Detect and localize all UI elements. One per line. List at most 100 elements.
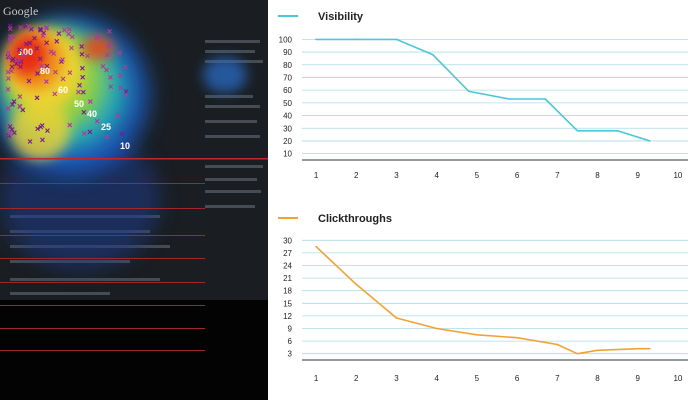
fixation-marker (87, 129, 93, 135)
x-tick-label: 1 (314, 171, 319, 180)
fixation-marker (35, 71, 40, 76)
fixation-marker (20, 53, 26, 59)
data-point (576, 352, 579, 355)
fixation-marker (38, 124, 44, 130)
data-point (355, 283, 358, 286)
fixation-marker (52, 91, 58, 97)
fixation-marker (54, 38, 60, 44)
fixation-marker (48, 49, 54, 55)
fixation-marker (11, 99, 17, 104)
y-tick-label: 27 (283, 249, 292, 258)
fixation-marker (94, 35, 100, 41)
fixation-marker (43, 25, 49, 31)
fixation-marker (94, 34, 100, 40)
fixation-marker (18, 25, 23, 30)
y-tick-label: 6 (288, 337, 293, 346)
x-tick-label: 8 (595, 171, 600, 180)
fixation-marker (35, 126, 41, 132)
fixation-marker (108, 74, 113, 80)
fixation-marker (6, 76, 11, 81)
fixation-marker (87, 99, 93, 104)
data-point (636, 347, 639, 350)
fixation-marker (5, 69, 11, 75)
data-point (649, 140, 651, 142)
fixation-marker (27, 40, 33, 46)
fixation-marker (66, 26, 72, 32)
x-tick-label: 4 (434, 374, 439, 383)
data-point (556, 343, 559, 346)
fixation-marker (7, 124, 13, 129)
y-tick-label: 40 (283, 112, 292, 121)
y-tick-label: 30 (283, 124, 292, 133)
brand-logo-text: Google (3, 4, 38, 18)
fixation-marker (34, 95, 40, 101)
heatmap-label: 40 (87, 109, 97, 119)
fixation-marker (76, 89, 81, 95)
fixation-marker (104, 134, 110, 140)
fixation-marker (81, 130, 87, 136)
y-tick-label: 18 (283, 287, 292, 296)
y-tick-label: 60 (283, 86, 292, 95)
fixation-marker (13, 61, 19, 67)
data-point (468, 90, 470, 93)
x-tick-label: 1 (314, 374, 319, 383)
fixation-marker (39, 63, 44, 69)
x-tick-label: 9 (636, 171, 641, 180)
fixation-marker (117, 50, 122, 56)
result-divider-lines (0, 158, 268, 351)
fixation-marker (9, 127, 15, 132)
data-point (355, 38, 358, 41)
x-tick-label: 3 (394, 374, 399, 383)
y-tick-label: 9 (288, 325, 293, 334)
fixation-marker (34, 46, 40, 51)
x-tick-label: 6 (515, 374, 520, 383)
fixation-marker (94, 118, 100, 124)
data-point (395, 38, 398, 41)
fixation-marker (80, 89, 86, 95)
fixation-marker (5, 50, 11, 56)
fixation-marker (79, 51, 85, 57)
fixation-marker (7, 131, 13, 137)
y-tick-label: 100 (279, 35, 293, 44)
fixation-marker (37, 56, 43, 62)
y-tick-label: 12 (283, 312, 292, 321)
data-point (315, 245, 317, 248)
fixation-marker (17, 47, 22, 53)
heatmap-label: 100 (18, 47, 33, 57)
fixation-marker (119, 131, 125, 137)
fixation-marker (20, 107, 26, 113)
x-tick-label: 4 (434, 171, 439, 180)
fixation-marker (69, 34, 75, 40)
fixation-marker (122, 64, 128, 70)
series-line (316, 38, 651, 142)
fixation-marker (16, 57, 22, 63)
fixation-marker (17, 103, 23, 109)
fixation-marker (106, 43, 112, 49)
fixation-marker (51, 51, 57, 56)
fixation-marker (37, 26, 43, 32)
fixation-marker (53, 69, 58, 75)
fixation-marker (23, 41, 29, 47)
data-point (516, 336, 518, 339)
y-tick-label: 24 (283, 262, 292, 271)
fixation-marker (44, 40, 49, 46)
fixation-marker (11, 130, 17, 136)
fixation-marker (56, 31, 62, 37)
fixation-marker (100, 64, 106, 69)
fixation-marker (69, 45, 74, 51)
heatmap-label: 25 (101, 122, 111, 132)
data-point (596, 349, 599, 352)
x-tick-label: 5 (475, 171, 480, 180)
x-tick-label: 2 (354, 374, 359, 383)
fixation-marker (18, 59, 24, 65)
fixation-marker (27, 139, 33, 144)
data-point (315, 38, 317, 41)
fixation-marker (123, 92, 129, 98)
x-tick-label: 3 (394, 171, 399, 180)
fixation-marker (62, 27, 67, 33)
heatmap-label: 10 (120, 141, 130, 151)
fixation-marker (67, 70, 73, 76)
fixation-marker (40, 33, 46, 39)
fixation-marker (80, 74, 86, 80)
